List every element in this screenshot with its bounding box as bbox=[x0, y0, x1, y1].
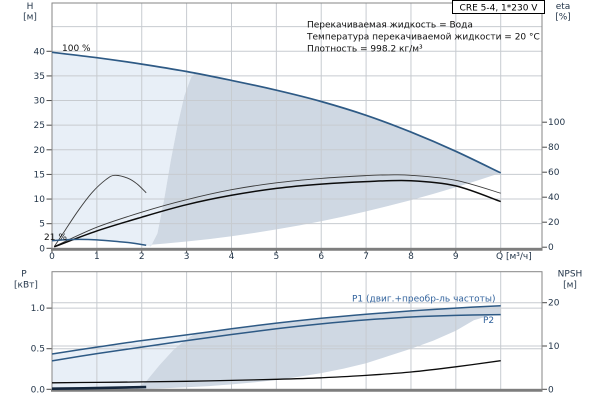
p-axis-label: P bbox=[21, 270, 27, 280]
q-axis-unit: Q [м³/ч] bbox=[496, 252, 532, 262]
label-p1: P1 (двиг.+преобр-ль частоты) bbox=[352, 295, 496, 305]
model-title-box bbox=[452, 0, 545, 14]
eta-axis-unit: [%] bbox=[555, 13, 571, 23]
p-curve-21pct bbox=[51, 385, 147, 390]
h-tick: 15 bbox=[34, 170, 45, 180]
p-tick-labels: 1.0 0.5 0.0 bbox=[31, 304, 46, 395]
bottom-region-dark bbox=[135, 305, 501, 390]
bottom-chart-gridlines bbox=[51, 271, 542, 390]
q-tick: 6 bbox=[318, 252, 324, 262]
liquid-info: Перекачиваемая жидкость = Вода Температу… bbox=[306, 21, 540, 55]
npsh-tick: 20 bbox=[548, 299, 560, 309]
npsh-curve bbox=[51, 360, 501, 384]
q-tick-labels: 0 1 2 3 4 5 6 7 8 9 Q [м³/ч] bbox=[49, 252, 532, 262]
p-tick: 1.0 bbox=[31, 304, 46, 314]
h-axis-unit: [м] bbox=[23, 13, 37, 23]
eta-tick: 60 bbox=[548, 168, 560, 178]
npsh-tick: 0 bbox=[548, 385, 554, 395]
head-curve-21pct bbox=[51, 238, 147, 247]
model-title: CRE 5-4, 1*230 V bbox=[460, 4, 539, 14]
q-tick: 0 bbox=[49, 252, 55, 262]
bottom-region-light bbox=[52, 332, 196, 390]
p1-curve bbox=[51, 304, 501, 355]
info-line-temperature: Температура перекачиваемой жидкости = 20… bbox=[306, 33, 540, 43]
npsh-tick-labels: 20 10 0 bbox=[548, 299, 560, 396]
eta-tick: 100 bbox=[548, 118, 565, 128]
q-tick: 9 bbox=[453, 252, 459, 262]
npsh-axis-unit: [м] bbox=[563, 281, 577, 291]
p-tick: 0.0 bbox=[31, 385, 46, 395]
h-tick: 10 bbox=[34, 195, 46, 205]
info-line-density: Плотность = 998.2 кг/м³ bbox=[307, 45, 423, 55]
label-p2: P2 bbox=[483, 316, 494, 326]
h-axis-label: H bbox=[27, 2, 34, 12]
h-tick: 35 bbox=[34, 72, 45, 82]
eta-tick: 20 bbox=[548, 218, 560, 228]
h-tick: 30 bbox=[34, 97, 46, 107]
q-tick: 7 bbox=[363, 252, 369, 262]
h-tick: 0 bbox=[39, 244, 45, 254]
eta-curve-21pct bbox=[53, 174, 147, 247]
h-tick: 25 bbox=[34, 121, 45, 131]
h-tick: 40 bbox=[34, 47, 46, 57]
q-tick: 2 bbox=[139, 252, 145, 262]
label-21-percent: 21 % bbox=[44, 233, 67, 243]
eta-tick: 80 bbox=[548, 143, 560, 153]
head-curve-100pct bbox=[51, 51, 502, 174]
p2-curve bbox=[51, 313, 501, 362]
h-tick: 20 bbox=[34, 146, 46, 156]
p-tick: 0.5 bbox=[31, 345, 45, 355]
info-line-liquid: Перекачиваемая жидкость = Вода bbox=[307, 21, 473, 31]
top-region-dark bbox=[150, 72, 501, 247]
q-tick: 1 bbox=[94, 252, 100, 262]
eta-tick: 40 bbox=[548, 193, 560, 203]
eta-axis-label: eta bbox=[556, 2, 571, 12]
p-axis-unit: [кВт] bbox=[14, 281, 38, 291]
h-tick: 5 bbox=[39, 220, 45, 230]
curves bbox=[51, 51, 502, 390]
h-tick-labels: 40 35 30 25 20 15 10 5 0 bbox=[34, 47, 46, 254]
npsh-axis-label: NPSH bbox=[558, 270, 583, 280]
q-tick: 3 bbox=[184, 252, 190, 262]
eta-curve-pump bbox=[54, 174, 501, 248]
npsh-tick: 10 bbox=[548, 342, 560, 352]
eta-tick: 0 bbox=[548, 243, 554, 253]
q-tick: 5 bbox=[274, 252, 280, 262]
eta-tick-labels: 100 80 60 40 20 0 bbox=[548, 118, 565, 253]
label-100-percent: 100 % bbox=[62, 44, 91, 54]
q-tick: 4 bbox=[229, 252, 235, 262]
q-tick: 8 bbox=[408, 252, 414, 262]
eta-curve-total bbox=[53, 179, 501, 248]
